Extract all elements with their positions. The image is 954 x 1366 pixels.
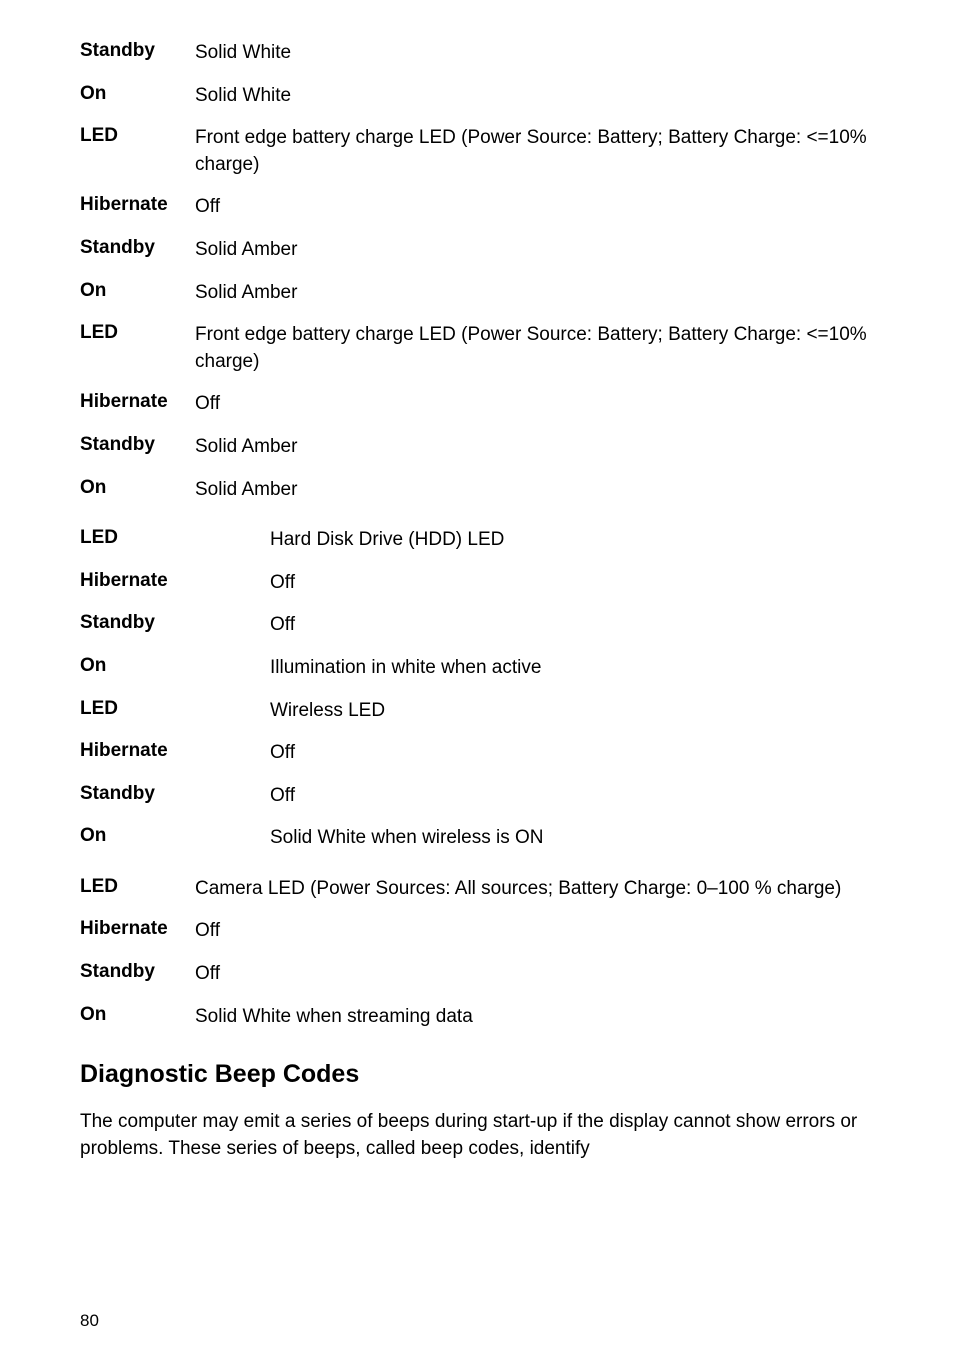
spec-row: Standby Off	[80, 961, 874, 988]
spec-label: LED	[80, 322, 195, 344]
spec-value: Hard Disk Drive (HDD) LED	[270, 527, 874, 554]
body-paragraph: The computer may emit a series of beeps …	[80, 1109, 874, 1162]
spec-row: On Solid Amber	[80, 280, 874, 307]
spec-value: Off	[195, 391, 874, 418]
section-heading: Diagnostic Beep Codes	[80, 1060, 874, 1089]
spec-row: Standby Solid Amber	[80, 237, 874, 264]
spec-label: LED	[80, 125, 195, 147]
spec-value: Solid Amber	[195, 237, 874, 264]
spec-value: Wireless LED	[270, 698, 874, 725]
spec-row: On Illumination in white when active	[80, 655, 874, 682]
spec-label: Standby	[80, 783, 270, 805]
spec-value: Off	[195, 918, 874, 945]
spec-value: Off	[195, 961, 874, 988]
spec-value: Off	[270, 740, 874, 767]
spec-value: Off	[195, 194, 874, 221]
spec-label: On	[80, 83, 195, 105]
spec-label: Hibernate	[80, 391, 195, 413]
spec-value: Solid White	[195, 40, 874, 67]
spec-value: Illumination in white when active	[270, 655, 874, 682]
spec-row: On Solid Amber	[80, 477, 874, 504]
spec-row: On Solid White	[80, 83, 874, 110]
spec-value: Solid White when streaming data	[195, 1004, 874, 1031]
spec-row: Hibernate Off	[80, 391, 874, 418]
spec-row: LED Front edge battery charge LED (Power…	[80, 322, 874, 375]
spec-value: Solid Amber	[195, 434, 874, 461]
spec-label: On	[80, 825, 270, 847]
spec-row: Hibernate Off	[80, 918, 874, 945]
spec-row: LED Front edge battery charge LED (Power…	[80, 125, 874, 178]
spec-label: On	[80, 280, 195, 302]
spec-label: Standby	[80, 434, 195, 456]
spec-label: On	[80, 655, 270, 677]
spec-value: Off	[270, 570, 874, 597]
spec-label: Standby	[80, 612, 270, 634]
spec-label: Standby	[80, 237, 195, 259]
spec-row: Hibernate Off	[80, 194, 874, 221]
spec-row: Standby Solid White	[80, 40, 874, 67]
spec-row: Standby Solid Amber	[80, 434, 874, 461]
spec-row: Hibernate Off	[80, 740, 874, 767]
spec-value: Solid White when wireless is ON	[270, 825, 874, 852]
page-number: 80	[80, 1311, 99, 1331]
spec-label: Hibernate	[80, 918, 195, 940]
spec-label: LED	[80, 698, 270, 720]
spec-row: LED Hard Disk Drive (HDD) LED	[80, 527, 874, 554]
spec-value: Solid Amber	[195, 280, 874, 307]
spec-label: Hibernate	[80, 740, 270, 762]
spec-row: On Solid White when wireless is ON	[80, 825, 874, 852]
spec-value: Camera LED (Power Sources: All sources; …	[195, 876, 874, 903]
spec-label: On	[80, 1004, 195, 1026]
spec-value: Solid Amber	[195, 477, 874, 504]
spec-label: Hibernate	[80, 570, 270, 592]
spec-value: Front edge battery charge LED (Power Sou…	[195, 125, 874, 178]
spec-label: LED	[80, 876, 195, 898]
spec-value: Solid White	[195, 83, 874, 110]
spec-value: Off	[270, 783, 874, 810]
spec-row: Hibernate Off	[80, 570, 874, 597]
spec-value: Front edge battery charge LED (Power Sou…	[195, 322, 874, 375]
spec-label: On	[80, 477, 195, 499]
spec-label: Standby	[80, 40, 195, 62]
spec-row: LED Camera LED (Power Sources: All sourc…	[80, 876, 874, 903]
spec-label: Hibernate	[80, 194, 195, 216]
spec-label: LED	[80, 527, 270, 549]
spec-row: On Solid White when streaming data	[80, 1004, 874, 1031]
spec-row: LED Wireless LED	[80, 698, 874, 725]
spec-value: Off	[270, 612, 874, 639]
spec-row: Standby Off	[80, 612, 874, 639]
spec-label: Standby	[80, 961, 195, 983]
spec-row: Standby Off	[80, 783, 874, 810]
